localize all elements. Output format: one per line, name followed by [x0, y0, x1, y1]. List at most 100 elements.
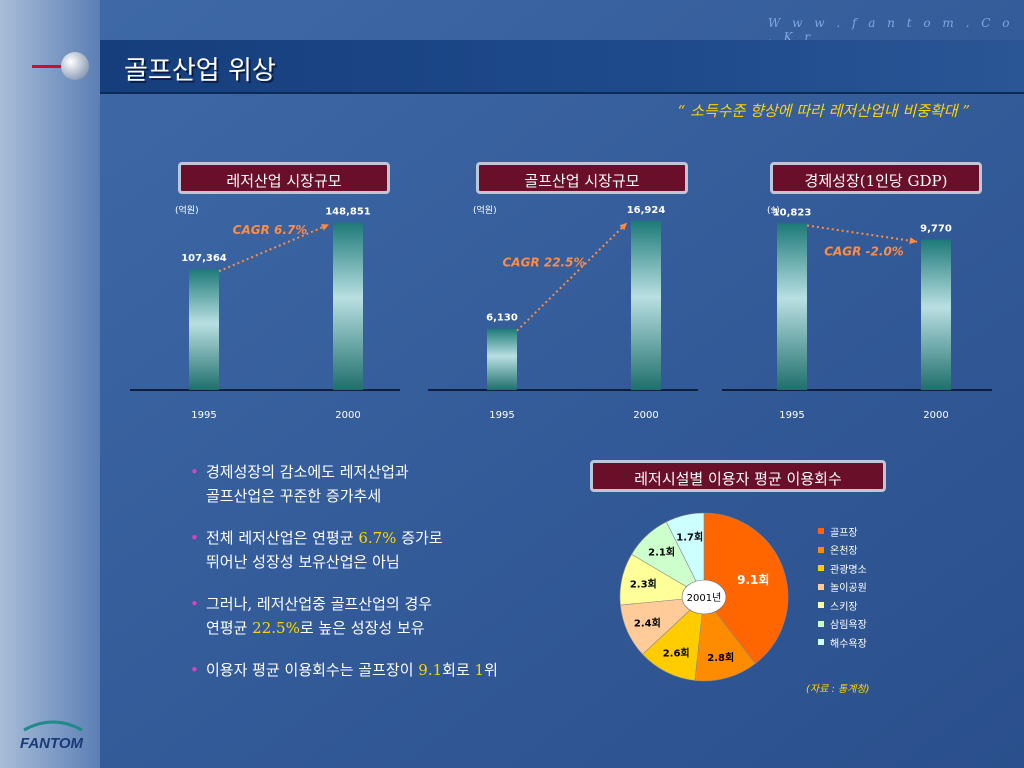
leisure-market-chart: 레저산업 시장규모 (억원) 107,364 1995 148,851 2000 CAGR … [130, 160, 400, 430]
page-subtitle: “ 소득수준 향상에 따라 레저산업내 비중확대 ” [677, 102, 970, 120]
pie-slice-label: 9.1회 [737, 572, 769, 587]
legend-item: 스키장 [818, 596, 867, 615]
bar-chart-svg: (억원) 107,364 1995 148,851 2000 CAGR 6.7% [130, 204, 400, 421]
bar-value-label: 148,851 [325, 207, 371, 218]
bullet-text: 뛰어난 성장성 보유산업은 아님 [206, 553, 400, 571]
chart-title: 골프산업 시장규모 [476, 162, 688, 194]
bullet-item: • 전체 레저산업은 연평균 6.7% 증가로 뛰어난 성장성 보유산업은 아님 [190, 526, 590, 574]
bullet-highlight: 9.1 [418, 661, 443, 679]
legend-swatch [818, 620, 824, 627]
bar-value-label: 16,924 [627, 205, 666, 216]
pie-center [681, 579, 727, 615]
legend-label: 온천장 [830, 546, 858, 558]
gdp-chart: 경제성장(1인당 GDP) ($) 10,823 1995 9,770 2000 CAGR … [722, 160, 992, 430]
legend-item: 골프장 [818, 522, 867, 541]
pie-slice [694, 596, 756, 682]
bar [631, 220, 661, 390]
bar [921, 239, 951, 390]
bar-value-label: 6,130 [486, 313, 518, 324]
bar-value-label: 9,770 [920, 224, 952, 235]
legend-item: 놀이공원 [818, 578, 867, 597]
x-tick-label: 1995 [489, 410, 514, 421]
legend-item: 온천장 [818, 541, 867, 560]
legend-swatch [818, 639, 824, 646]
bullet-list: • 경제성장의 감소에도 레저산업과 골프산업은 꾸준한 증가추세 • 전체 레… [190, 460, 590, 700]
bar [189, 269, 219, 390]
bar-value-label: 107,364 [181, 253, 227, 264]
legend-item: 해수욕장 [818, 633, 867, 652]
bar-value-label: 10,823 [773, 207, 812, 218]
bullet-text: 로 높은 성장성 보유 [299, 619, 425, 637]
legend-swatch [818, 602, 824, 609]
bullet-highlight: 1 [474, 661, 485, 679]
bullet-item: • 그러나, 레저산업중 골프산업의 경우 연평균 22.5%로 높은 성장성 … [190, 592, 590, 640]
legend-label: 삼림욕장 [830, 620, 867, 632]
legend-label: 놀이공원 [830, 583, 867, 595]
cagr-annotation: CAGR -2.0% [824, 245, 904, 259]
data-source: (자료 : 통계청) [806, 684, 870, 695]
pie-slice [703, 512, 789, 665]
chart-title: 경제성장(1인당 GDP) [770, 162, 982, 194]
usage-pie-chart: 9.1회 2.8회 2.6회 2.4회 2.3회 2.1회1.7회 2001년 [619, 512, 789, 682]
bar-chart-svg: (억원) 6,130 1995 16,924 2000 CAGR 22.5% [428, 204, 698, 421]
arrow-head-icon [321, 224, 329, 231]
bullet-text: 골프산업은 꾸준한 증가추세 [206, 487, 382, 505]
golf-ball-icon [32, 52, 89, 80]
pie-slice-label: 2.8회 [707, 651, 734, 664]
chart-title: 레저산업 시장규모 [178, 162, 390, 194]
golf-market-chart: 골프산업 시장규모 (억원) 6,130 1995 16,924 2000 CAGR 22.… [428, 160, 698, 430]
title-bar [100, 40, 1024, 94]
bullet-item: • 이용자 평균 이용회수는 골프장이 9.1회로 1위 [190, 658, 590, 682]
x-tick-label: 1995 [191, 410, 216, 421]
pie-slice [665, 512, 705, 598]
pie-chart-title: 레저시설별 이용자 평균 이용회수 [590, 460, 886, 492]
legend-swatch [818, 565, 824, 572]
bullet-text: 회로 [442, 661, 475, 679]
bullet-text: 연평균 [206, 619, 253, 637]
pie-slice-label: 2.3회 [630, 578, 657, 591]
bullet-dot-icon: • [190, 661, 199, 679]
legend-item: 관광명소 [818, 559, 867, 578]
pie-slice-label: 2.1회 [648, 546, 675, 559]
x-tick-label: 2000 [335, 410, 360, 421]
bullet-dot-icon: • [190, 595, 199, 613]
legend-swatch [818, 528, 824, 535]
arrow-head-icon [619, 222, 627, 231]
trend-arrow [516, 222, 628, 332]
bar-chart-svg: ($)10,823 1995 9,770 2000 CAGR -2.0% [722, 206, 992, 421]
legend-label: 관광명소 [830, 564, 867, 576]
unit-label: (억원) [473, 204, 497, 216]
pie-slice-label: 2.6회 [663, 647, 690, 660]
bullet-text: 위 [484, 661, 498, 679]
bar [487, 328, 517, 390]
fantom-logo: FANTOM [20, 720, 84, 752]
bullet-highlight: 6.7% [358, 529, 397, 547]
legend-swatch [818, 546, 824, 553]
pie-slice-label: 2.4회 [634, 617, 661, 630]
bullet-text: 경제성장의 감소에도 레저산업과 [206, 463, 409, 481]
bullet-item: • 경제성장의 감소에도 레저산업과 골프산업은 꾸준한 증가추세 [190, 460, 590, 508]
x-tick-label: 2000 [923, 410, 948, 421]
legend-swatch [818, 583, 824, 590]
bullet-dot-icon: • [190, 463, 199, 481]
bullet-text: 증가로 [396, 529, 443, 547]
legend-label: 골프장 [830, 527, 858, 539]
pie-center-label: 2001년 [687, 592, 722, 604]
legend-item: 삼림욕장 [818, 615, 867, 634]
svg-text:FANTOM: FANTOM [20, 735, 84, 752]
legend-label: 스키장 [830, 601, 858, 613]
cagr-annotation: CAGR 6.7% [233, 223, 308, 237]
bullet-text: 그러나, 레저산업중 골프산업의 경우 [206, 595, 433, 613]
pie-slice-label: 1.7회 [676, 531, 703, 544]
bar [333, 222, 363, 390]
cagr-annotation: CAGR 22.5% [503, 256, 586, 270]
arrow-head-icon [909, 237, 917, 245]
bullet-dot-icon: • [190, 529, 199, 547]
bar [777, 223, 807, 390]
unit-label: ($) [767, 206, 780, 216]
bullet-highlight: 22.5% [252, 619, 300, 637]
bullet-text: 이용자 평균 이용회수는 골프장이 [206, 661, 419, 679]
page-title: 골프산업 위상 [124, 56, 276, 86]
